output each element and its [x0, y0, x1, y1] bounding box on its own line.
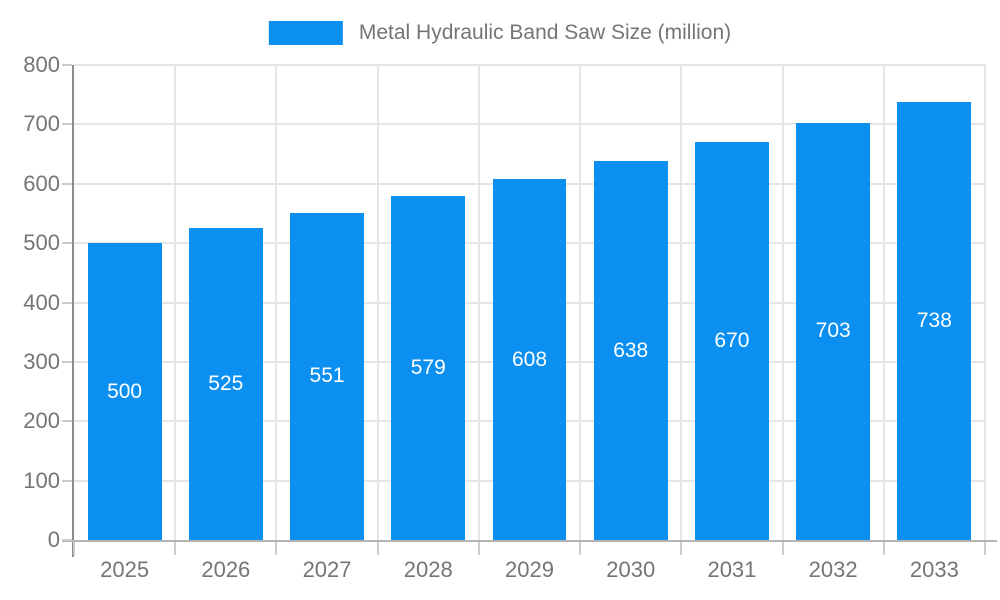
h-gridline	[74, 123, 985, 126]
bar: 738	[897, 101, 972, 540]
v-gridline	[275, 65, 278, 540]
bar: 703	[796, 122, 871, 540]
legend-label: Metal Hydraulic Band Saw Size (million)	[358, 21, 732, 44]
y-tick-label: 500	[23, 230, 60, 256]
bar: 551	[290, 212, 364, 540]
y-tick-label: 400	[23, 289, 60, 315]
x-axis-tick	[73, 542, 75, 555]
x-axis-tick	[477, 542, 480, 555]
x-tick-label: 2030	[606, 557, 656, 582]
x-tick-label: 2026	[201, 557, 251, 582]
y-axis-line	[72, 65, 74, 557]
x-axis-tick	[579, 542, 582, 555]
x-axis-tick	[680, 542, 683, 555]
bar-value-label: 638	[613, 338, 649, 362]
x-axis-tick	[781, 542, 784, 555]
y-tick-label: 700	[23, 111, 60, 137]
bar-value-label: 608	[511, 347, 548, 371]
v-gridline	[376, 65, 379, 540]
x-axis-tick	[275, 542, 278, 555]
y-tick-label: 600	[23, 170, 60, 196]
plot-area: 0 100 200 300 400 500 600 700 800 500 2025 525 2026 5…	[23, 52, 997, 582]
bar-value-label: 500	[107, 379, 143, 403]
v-gridline	[680, 65, 683, 540]
bar-value-label: 551	[309, 364, 345, 388]
x-tick-label: 2031	[707, 557, 757, 582]
bar-value-label: 579	[410, 356, 446, 380]
y-axis-tick	[62, 123, 72, 126]
bar-value-label: 703	[815, 319, 851, 343]
legend-swatch	[268, 21, 343, 45]
y-axis-tick	[62, 539, 72, 541]
v-gridline	[984, 65, 986, 540]
x-axis-tick	[174, 542, 177, 555]
bar-value-label: 670	[714, 329, 750, 353]
y-tick-label: 300	[23, 348, 60, 374]
x-axis-tick	[376, 542, 379, 555]
y-tick-label: 800	[23, 52, 60, 77]
x-axis-tick	[882, 542, 885, 555]
bar: 670	[694, 142, 769, 540]
bar: 525	[188, 228, 263, 540]
bar: 608	[492, 179, 567, 540]
x-tick-label: 2033	[909, 557, 959, 582]
x-tick-label: 2027	[302, 557, 352, 582]
chart-legend: Metal Hydraulic Band Saw Size (million)	[268, 21, 732, 45]
h-gridline	[74, 64, 985, 66]
x-tick-label: 2032	[808, 557, 858, 582]
x-tick-label: 2028	[403, 557, 453, 582]
bar-value-label: 738	[916, 308, 952, 332]
y-axis-tick	[62, 182, 72, 185]
y-axis-tick	[62, 479, 72, 482]
v-gridline	[882, 65, 885, 540]
x-axis-line	[62, 540, 997, 542]
bar-value-label: 525	[208, 372, 244, 396]
y-axis-tick	[62, 64, 72, 66]
x-tick-label: 2025	[100, 557, 150, 582]
bar: 500	[87, 243, 162, 540]
v-gridline	[579, 65, 582, 540]
v-gridline	[174, 65, 177, 540]
y-tick-label: 200	[23, 408, 60, 434]
y-tick-label: 0	[47, 527, 60, 552]
v-gridline	[477, 65, 480, 540]
y-axis-tick	[62, 420, 72, 423]
bar: 638	[593, 161, 668, 540]
y-axis-tick	[62, 360, 72, 363]
y-axis-tick	[62, 301, 72, 304]
x-axis-tick	[984, 542, 986, 555]
y-axis-tick	[62, 242, 72, 245]
v-gridline	[781, 65, 784, 540]
x-tick-label: 2029	[505, 557, 554, 582]
y-tick-label: 100	[23, 467, 60, 493]
bar: 579	[391, 196, 466, 540]
